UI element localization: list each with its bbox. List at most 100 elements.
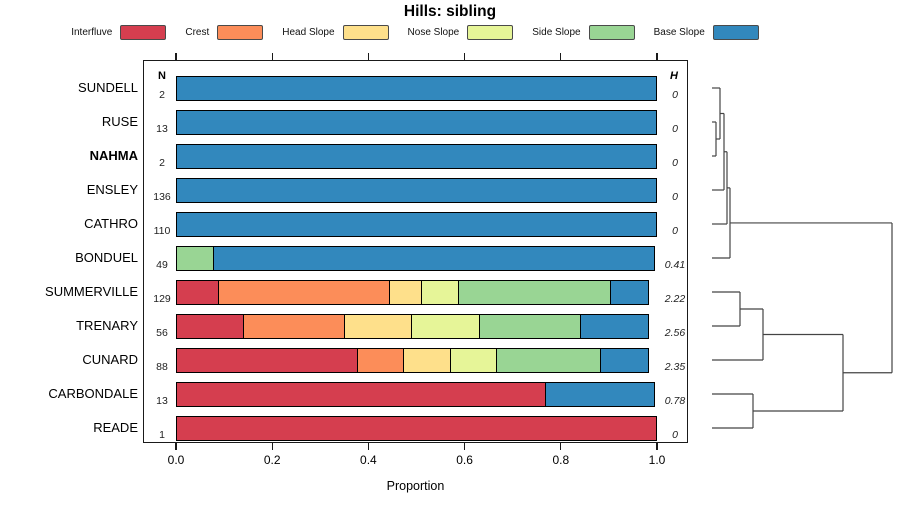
n-value: 1 (159, 429, 165, 441)
legend-swatch-base-slope (712, 25, 759, 40)
bottom-tick (560, 443, 562, 450)
legend-label: Base Slope (653, 27, 705, 38)
row-label-sundell: SUNDELL (78, 80, 138, 95)
n-value: 129 (153, 293, 171, 305)
bar-segment-crest (217, 279, 391, 305)
chart-title: Hills: sibling (403, 3, 497, 20)
row-label-trenary: TRENARY (76, 318, 138, 333)
h-value: 0 (672, 429, 678, 441)
top-tick (175, 53, 177, 60)
n-value: 49 (156, 259, 168, 271)
legend-swatch-head-slope (342, 25, 389, 40)
legend-swatch-crest (217, 25, 264, 40)
bar-segment-base-slope (212, 245, 656, 271)
x-tick-label: 0.8 (552, 453, 570, 467)
bar-segment-base-slope (600, 347, 649, 373)
n-value: 88 (156, 361, 168, 373)
bar-segment-crest (243, 313, 347, 339)
n-value: 2 (159, 89, 165, 101)
legend-item-crest: Crest (185, 25, 264, 40)
bar-sundell (176, 75, 657, 101)
bottom-tick (175, 443, 177, 450)
legend-swatch-interfluve (120, 25, 167, 40)
h-value: 2.22 (664, 293, 686, 305)
bar-segment-head-slope (344, 313, 414, 339)
legend-item-base-slope: Base Slope (654, 25, 759, 40)
row-label-summerville: SUMMERVILLE (45, 284, 138, 299)
bar-segment-crest (357, 347, 406, 373)
h-value: 0 (672, 191, 678, 203)
h-value: 2.56 (664, 327, 686, 339)
h-value: 0 (672, 225, 678, 237)
legend: Interfluve Crest Head Slope Nose Slope Side … (0, 25, 830, 40)
bar-segment-head-slope (389, 279, 423, 305)
bar-segment-side-slope (176, 245, 215, 271)
bar-segment-head-slope (403, 347, 452, 373)
x-tick-label: 0.2 (263, 453, 281, 467)
legend-label: Head Slope (282, 27, 335, 38)
top-tick (367, 53, 369, 60)
dendrogram (712, 87, 893, 429)
n-value: 56 (156, 327, 168, 339)
bottom-tick (367, 443, 369, 450)
bar-trenary (176, 313, 657, 339)
bottom-tick (271, 443, 273, 450)
bar-segment-side-slope (457, 279, 612, 305)
row-label-cathro: CATHRO (84, 216, 138, 231)
bar-segment-base-slope (176, 75, 657, 101)
top-tick (464, 53, 466, 60)
legend-label: Nose Slope (407, 27, 460, 38)
legend-label: Interfluve (71, 27, 113, 38)
bar-reade (176, 415, 657, 441)
row-label-ruse: RUSE (101, 114, 138, 129)
top-tick (656, 53, 658, 60)
top-tick (271, 53, 273, 60)
bar-carbondale (176, 381, 657, 407)
bar-segment-nose-slope (421, 279, 460, 305)
bar-segment-interfluve (176, 313, 245, 339)
bar-segment-base-slope (176, 109, 657, 135)
legend-item-interfluve: Interfluve (71, 25, 167, 40)
x-axis-label: Proportion (386, 479, 445, 493)
bar-segment-interfluve (176, 415, 657, 441)
n-value: 2 (159, 157, 165, 169)
n-value: 13 (156, 123, 168, 135)
n-value: 13 (156, 395, 168, 407)
h-value: 0 (672, 157, 678, 169)
bar-segment-nose-slope (411, 313, 481, 339)
bar-cunard (176, 347, 657, 373)
legend-swatch-side-slope (588, 25, 635, 40)
h-value: 0 (672, 89, 678, 101)
bar-cathro (176, 211, 657, 237)
bar-segment-base-slope (544, 381, 656, 407)
row-label-bonduel: BONDUEL (75, 250, 138, 265)
x-tick-label: 0.0 (167, 453, 185, 467)
h-value: 0.41 (664, 259, 686, 271)
x-tick-label: 0.6 (456, 453, 473, 467)
legend-item-side-slope: Side Slope (532, 25, 635, 40)
bar-segment-base-slope (176, 177, 657, 203)
bar-nahma (176, 143, 657, 169)
n-column-header: N (158, 70, 166, 82)
plot-area (143, 60, 688, 443)
bar-bonduel (176, 245, 657, 271)
bar-segment-interfluve (176, 279, 220, 305)
bar-segment-base-slope (610, 279, 649, 305)
bottom-tick (656, 443, 658, 450)
bar-segment-side-slope (496, 347, 603, 373)
legend-label: Side Slope (532, 27, 581, 38)
x-tick-label: 0.4 (360, 453, 377, 467)
h-value: 0 (672, 123, 678, 135)
h-column-header: H (670, 70, 678, 82)
row-label-nahma: NAHMA (89, 148, 138, 163)
bar-segment-nose-slope (449, 347, 498, 373)
bar-segment-base-slope (176, 211, 657, 237)
bar-segment-side-slope (478, 313, 582, 339)
bar-segment-base-slope (579, 313, 649, 339)
legend-swatch-nose-slope (467, 25, 514, 40)
bar-segment-interfluve (176, 347, 359, 373)
row-label-cunard: CUNARD (82, 352, 138, 367)
legend-item-nose-slope: Nose Slope (408, 25, 514, 40)
h-value: 0.78 (664, 395, 686, 407)
